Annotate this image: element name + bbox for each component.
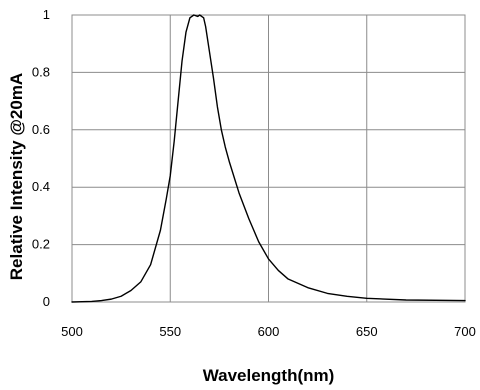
x-tick-label: 550	[159, 324, 181, 339]
x-tick-label: 700	[454, 324, 476, 339]
y-axis-title: Relative Intensity @20mA	[7, 73, 26, 280]
tick-labels: 0 0.2 0.4 0.6 0.8 1 500 550 600 650 700	[32, 7, 476, 339]
y-tick-label: 0.2	[32, 237, 50, 252]
x-tick-label: 600	[258, 324, 280, 339]
plot-frame	[71, 14, 466, 303]
x-tick-label: 500	[61, 324, 83, 339]
x-tick-label: 650	[356, 324, 378, 339]
series-layer	[71, 14, 466, 303]
y-tick-label: 0.4	[32, 179, 50, 194]
y-tick-label: 0.6	[32, 122, 50, 137]
y-tick-label: 1	[43, 7, 50, 22]
y-tick-label: 0	[43, 294, 50, 309]
x-axis-title: Wavelength(nm)	[203, 366, 335, 385]
series-line-0	[71, 14, 466, 303]
y-tick-label: 0.8	[32, 64, 50, 79]
